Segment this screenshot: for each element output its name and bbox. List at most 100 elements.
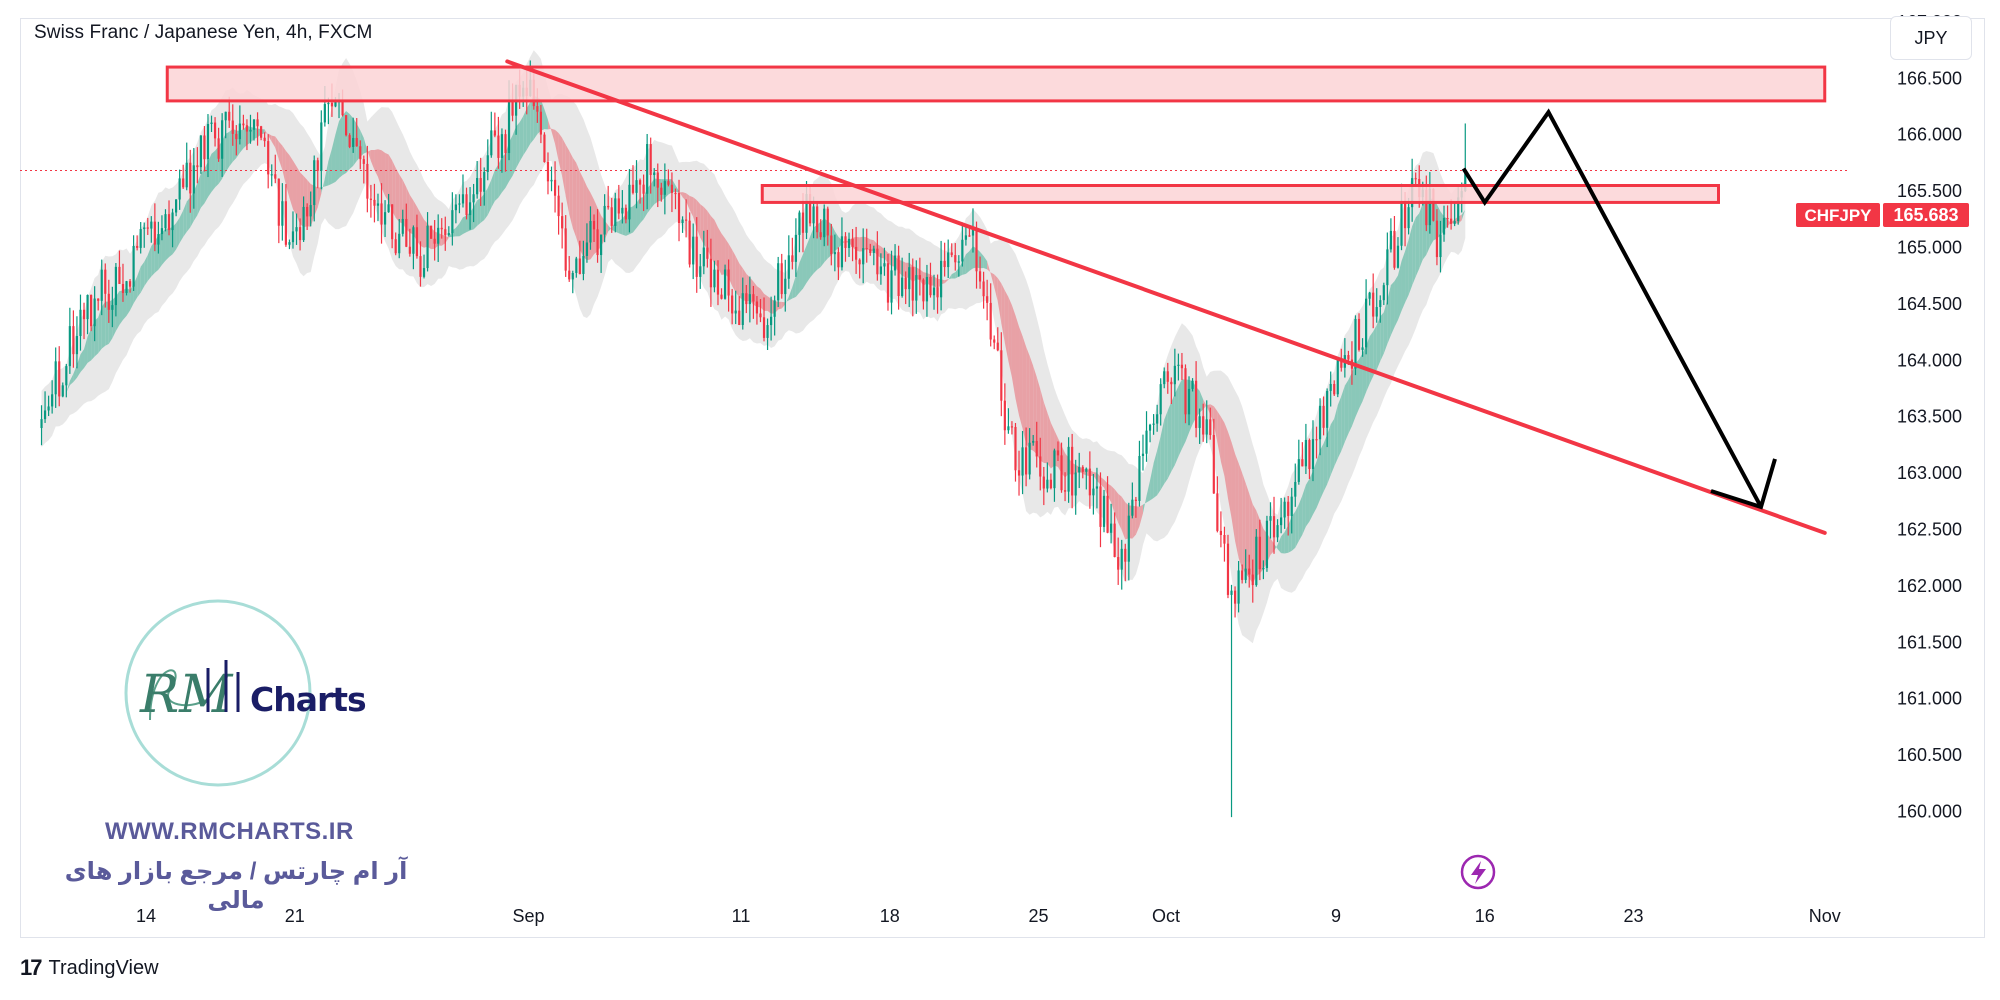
ribbon-segment	[392, 160, 396, 218]
tradingview-logo-icon: 17	[20, 955, 43, 980]
ribbon-segment	[254, 127, 258, 140]
candle	[1180, 352, 1184, 381]
candle	[249, 114, 252, 144]
ribbon-segment	[962, 254, 966, 275]
ribbon-segment	[1171, 393, 1175, 472]
ribbon-segment	[802, 245, 807, 289]
candle-body	[596, 229, 599, 256]
candle	[281, 183, 284, 241]
candle-body	[897, 255, 900, 296]
time-tick-label: 18	[880, 906, 900, 926]
candle-body	[1400, 202, 1403, 246]
resistance-zone-upper[interactable]	[165, 65, 1827, 103]
candle	[978, 256, 982, 289]
resistance-zones[interactable]	[165, 65, 1827, 204]
time-axis[interactable]: 14 21 Sep 11 18 25 Oct 9 16 23 Nov	[136, 906, 1841, 926]
ribbon-segment	[1412, 217, 1416, 286]
ribbon-segment	[462, 215, 467, 235]
candle-body	[968, 235, 971, 237]
candle	[185, 142, 188, 191]
descending-trendline[interactable]	[505, 59, 1827, 535]
candle-body	[571, 273, 574, 280]
candle-body	[433, 238, 436, 244]
ribbon-segment	[1419, 203, 1423, 269]
candle-body	[90, 294, 93, 327]
candle	[844, 232, 847, 262]
ribbon-segment	[275, 136, 279, 160]
ribbon-segment	[147, 246, 152, 281]
candle-body	[1435, 220, 1439, 258]
candle-body	[217, 138, 220, 159]
flash-icon[interactable]	[1460, 854, 1496, 890]
ribbon-segment	[1380, 312, 1384, 362]
ribbon-segment	[725, 238, 729, 278]
candle-body	[957, 261, 960, 263]
candle-body	[277, 178, 280, 226]
candle-body	[82, 309, 86, 320]
candle-body	[1393, 230, 1396, 268]
candle-body	[642, 184, 645, 194]
candle	[316, 157, 319, 189]
candle-body	[1202, 416, 1205, 435]
candle-body	[762, 317, 766, 338]
candle-body	[1039, 456, 1042, 477]
candle-body	[306, 206, 309, 217]
ribbon-segment	[675, 185, 680, 193]
candle	[203, 126, 206, 172]
candle-body	[483, 172, 486, 192]
candle	[1442, 205, 1446, 242]
ribbon-segment	[169, 226, 173, 258]
candle	[1145, 411, 1148, 462]
candle	[1379, 295, 1382, 323]
candle-body	[270, 174, 273, 176]
candle	[1262, 560, 1265, 580]
candle	[143, 222, 146, 248]
price-axis[interactable]: 160.000 160.500 161.000 161.500 162.000 162.5…	[1897, 12, 1962, 822]
price-tick-label: 161.000	[1897, 689, 1962, 709]
candle	[1280, 497, 1283, 534]
candle-body	[851, 238, 854, 247]
candle	[217, 127, 220, 162]
candle-body	[862, 248, 865, 265]
candle-body	[476, 178, 479, 195]
resistance-zone-lower[interactable]	[760, 184, 1720, 204]
ribbon-segment	[268, 133, 272, 142]
ribbon-segment	[1355, 359, 1360, 417]
candle	[274, 154, 277, 184]
price-tick-label: 162.000	[1897, 576, 1962, 596]
candle	[688, 212, 691, 268]
candle-body	[1347, 355, 1350, 360]
candle-body	[309, 205, 312, 217]
candle	[642, 174, 645, 212]
candle	[950, 243, 953, 258]
candle-body	[153, 221, 156, 245]
candle	[614, 192, 617, 233]
price-tag	[1883, 203, 1969, 227]
candle	[430, 225, 433, 239]
ribbon-segment	[151, 241, 155, 277]
candle-body	[1113, 523, 1116, 558]
ribbon-segment	[225, 131, 230, 173]
candle-body	[1017, 470, 1021, 476]
ribbon-segment	[980, 251, 984, 269]
ribbon-segment	[395, 167, 400, 223]
candle	[1248, 554, 1251, 588]
candle-body	[1248, 568, 1251, 575]
candle	[592, 214, 596, 243]
candle	[1014, 422, 1017, 482]
candle	[699, 254, 702, 289]
tradingview-brand[interactable]: 17 TradingView	[20, 955, 159, 981]
candle-body	[1403, 202, 1407, 229]
candle	[380, 183, 383, 244]
candle	[486, 139, 489, 181]
candle	[65, 363, 68, 398]
currency-selector[interactable]: JPY	[1890, 16, 1972, 60]
candle-body	[1439, 234, 1442, 258]
candle	[1134, 496, 1137, 518]
projection-path[interactable]	[1461, 108, 1763, 508]
candle	[1003, 383, 1006, 445]
candle	[160, 215, 164, 241]
drawing-lines[interactable]	[505, 59, 1827, 535]
ribbon-segment	[374, 149, 378, 177]
